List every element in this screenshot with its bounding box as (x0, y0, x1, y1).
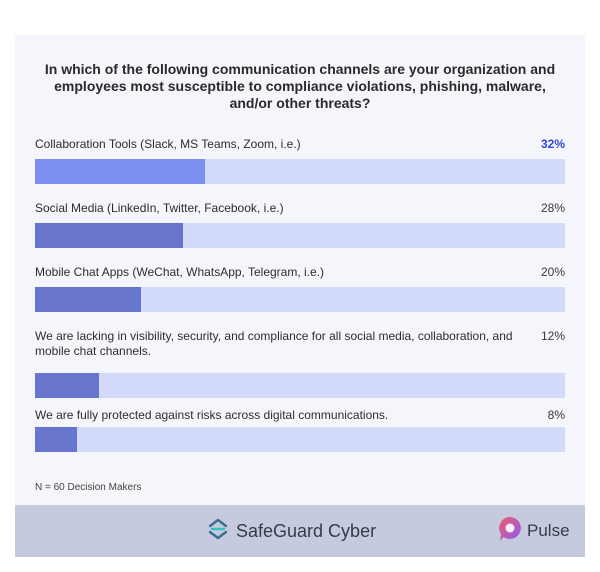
chart-title: In which of the following communication … (44, 61, 556, 111)
bar-fill (35, 159, 205, 184)
bar-category-label: Collaboration Tools (Slack, MS Teams, Zo… (35, 137, 301, 151)
bar-track (35, 223, 565, 248)
bar-fill (35, 287, 141, 312)
bar-value-label: 32% (540, 137, 565, 151)
pulse-logo-icon (497, 515, 523, 548)
bar-value-label: 20% (540, 265, 565, 279)
bar-fill (35, 373, 99, 398)
safeguard-logo-icon (208, 517, 228, 546)
pulse-brand: Pulse (497, 515, 570, 548)
bar-category-label: We are lacking in visibility, security, … (35, 329, 513, 358)
bar-track (35, 159, 565, 184)
bar-category-label: We are fully protected against risks acr… (35, 408, 389, 422)
bar-fill (35, 223, 183, 248)
bar-fill (35, 427, 77, 452)
survey-card: In which of the following communication … (15, 35, 585, 557)
bar-track (35, 287, 565, 312)
bar-category-label: Social Media (LinkedIn, Twitter, Faceboo… (35, 201, 284, 215)
bar-value-label: 12% (540, 329, 565, 343)
bar-value-label: 8% (547, 408, 565, 422)
bar-value-label: 28% (540, 201, 565, 215)
bar-track (35, 373, 565, 398)
safeguard-brand: SafeGuard Cyber (208, 517, 377, 546)
bar-category-label: Mobile Chat Apps (WeChat, WhatsApp, Tele… (35, 265, 325, 279)
footer-bar: SafeGuard Cyber Pulse (15, 505, 585, 557)
sample-size-note: N = 60 Decision Makers (35, 482, 142, 493)
safeguard-brand-name: SafeGuard Cyber (236, 520, 377, 541)
pulse-brand-name: Pulse (527, 521, 570, 540)
bar-track (35, 427, 565, 452)
